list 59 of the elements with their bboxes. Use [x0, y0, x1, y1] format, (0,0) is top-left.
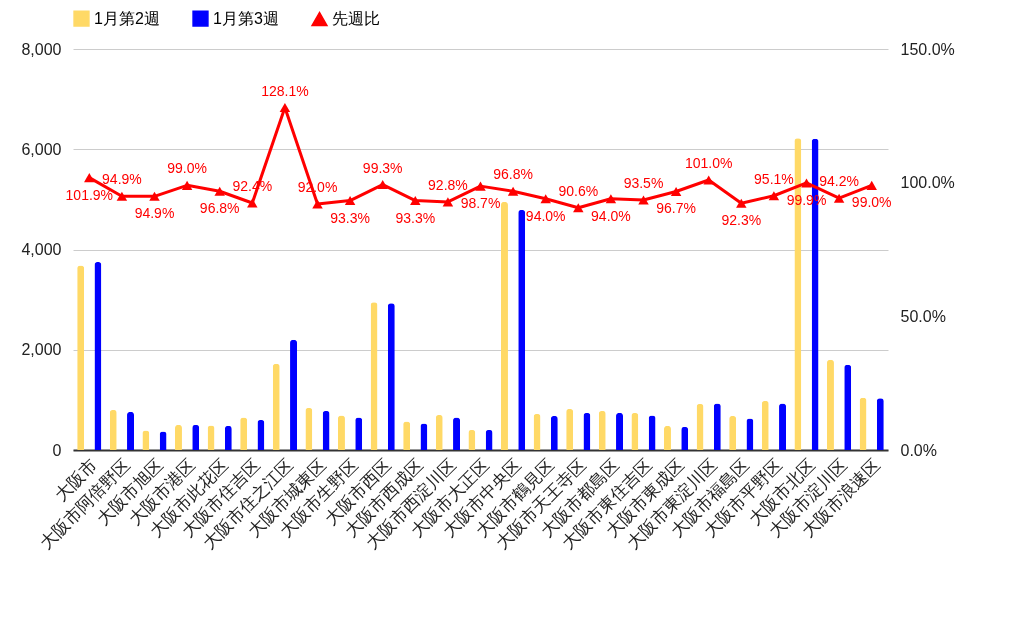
point	[507, 186, 519, 196]
data-label: 96.7%	[656, 200, 696, 217]
data-label: 101.0%	[684, 154, 733, 171]
point	[116, 191, 128, 201]
y-tick-label: 4,000	[21, 241, 62, 258]
point	[573, 203, 584, 213]
point	[247, 198, 258, 208]
point	[703, 175, 714, 185]
legend-label: 先週比	[332, 10, 380, 28]
data-label: 94.2%	[819, 173, 859, 190]
point	[801, 178, 812, 188]
y2-tick-label: 150.0%	[900, 40, 955, 58]
point	[833, 193, 845, 203]
data-label: 128.1%	[261, 82, 309, 99]
data-label: 101.9%	[65, 186, 114, 203]
legend-label: 1月第3週	[213, 9, 279, 27]
legend-label: 1月第2週	[94, 9, 160, 27]
data-label: 93.3%	[330, 209, 370, 226]
point	[181, 180, 193, 190]
data-label: 96.8%	[493, 166, 533, 183]
data-label: 93.3%	[395, 209, 436, 226]
y-tick-label: 6,000	[21, 140, 62, 158]
point	[410, 196, 421, 206]
y2-tick-label: 50.0%	[900, 307, 946, 325]
point	[540, 194, 551, 204]
point	[149, 191, 160, 201]
data-label: 94.9%	[102, 171, 142, 188]
data-label: 94.9%	[134, 205, 175, 222]
y2-tick-label: 100.0%	[900, 174, 955, 192]
y-tick-label: 2,000	[21, 341, 62, 359]
data-label: 99.3%	[362, 159, 403, 176]
point	[312, 199, 323, 209]
data-label: 98.7%	[460, 195, 501, 212]
point	[279, 103, 291, 113]
point	[377, 180, 388, 190]
data-label: 92.8%	[428, 176, 468, 193]
data-label: 93.5%	[623, 175, 664, 192]
y2-tick-label: 0.0%	[900, 441, 937, 459]
point	[475, 181, 486, 191]
point	[670, 186, 682, 197]
point	[768, 191, 780, 201]
data-label: 95.1%	[754, 170, 794, 187]
point	[866, 180, 877, 190]
point	[442, 197, 454, 207]
y-tick-label: 0	[52, 441, 62, 459]
point	[605, 194, 617, 204]
data-label: 94.0%	[525, 207, 566, 224]
data-label: 92.3%	[721, 212, 762, 229]
data-label: 99.0%	[851, 194, 892, 211]
point	[214, 186, 225, 196]
data-label: 99.0%	[167, 160, 207, 177]
data-label: 90.6%	[558, 182, 599, 199]
point	[84, 173, 95, 183]
data-label: 94.0%	[591, 207, 631, 224]
data-label: 96.8%	[199, 200, 240, 217]
point	[638, 195, 649, 205]
y-tick-label: 8,000	[21, 40, 62, 58]
point	[344, 196, 356, 206]
point	[736, 198, 747, 208]
